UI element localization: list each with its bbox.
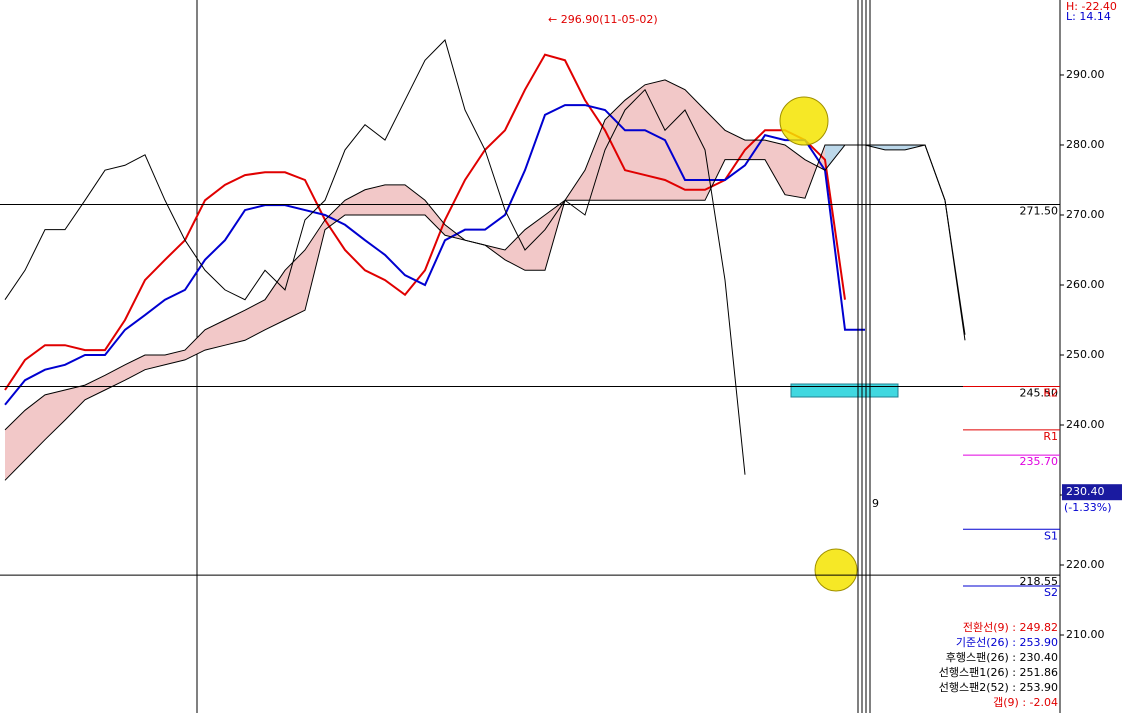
cloud	[405, 184, 425, 215]
legend-entry: 선행스팬1(26) : 251.86	[939, 666, 1058, 679]
cloud	[585, 119, 605, 201]
series-line	[4, 53, 846, 391]
cloud	[785, 144, 805, 199]
level-label: 245.50	[1020, 386, 1059, 399]
low-label: L: 14.14	[1066, 10, 1111, 23]
cloud	[885, 144, 905, 150]
y-tick-label: 220.00	[1066, 558, 1105, 571]
price-label: 230.40	[1066, 485, 1105, 498]
cloud	[25, 394, 45, 461]
cloud	[705, 109, 725, 201]
y-tick-label: 210.00	[1066, 628, 1105, 641]
cloud	[125, 354, 145, 381]
price-change: (-1.33%)	[1064, 501, 1112, 514]
y-tick-label: 280.00	[1066, 138, 1105, 151]
y-tick-label: 240.00	[1066, 418, 1105, 431]
cloud	[65, 385, 85, 421]
cloud	[765, 140, 785, 195]
highlight-box	[790, 383, 899, 398]
cloud	[345, 189, 365, 215]
legend-entry: 전환선(9) : 249.82	[963, 621, 1058, 634]
pivot-label: R2	[1043, 386, 1058, 399]
highlight-circle	[814, 548, 858, 592]
series-line	[4, 39, 746, 475]
pivot-label: S2	[1044, 586, 1058, 599]
cloud	[45, 389, 65, 440]
cloud	[325, 200, 345, 230]
y-tick-label: 260.00	[1066, 278, 1105, 291]
pivot-label: 235.70	[1020, 455, 1059, 468]
cloud	[625, 84, 645, 201]
pivot-label: S1	[1044, 529, 1058, 542]
y-tick-label: 250.00	[1066, 348, 1105, 361]
cloud	[645, 79, 665, 201]
legend-entry: 기준선(26) : 253.90	[956, 636, 1058, 649]
series-line	[4, 144, 966, 481]
legend-entry: 갭(9) : -2.04	[993, 696, 1058, 709]
cloud	[425, 200, 445, 236]
plot	[4, 39, 966, 481]
cloud	[725, 130, 745, 160]
cloud	[685, 89, 705, 201]
y-tick-label: 270.00	[1066, 208, 1105, 221]
cloud	[225, 310, 245, 346]
legend-entry: 선행스팬2(52) : 253.90	[939, 681, 1058, 694]
marker-label: 9	[872, 497, 879, 510]
cloud	[105, 364, 125, 390]
cloud	[5, 410, 25, 481]
annotation: ← 296.90(11-05-02)	[548, 13, 658, 26]
series-line	[4, 104, 865, 406]
pivot-label: R1	[1043, 430, 1058, 443]
legend-entry: 후행스팬(26) : 230.40	[946, 651, 1058, 664]
level-label: 218.55	[1020, 575, 1059, 588]
cloud	[385, 184, 405, 215]
high-label: H: -22.40	[1066, 0, 1117, 13]
level-label: 271.50	[1020, 204, 1059, 217]
cloud	[365, 184, 385, 215]
cloud	[245, 299, 265, 341]
y-tick-label: 290.00	[1066, 68, 1105, 81]
cloud	[165, 350, 185, 365]
cloud	[285, 249, 305, 320]
price-box	[1062, 484, 1122, 501]
cloud	[85, 375, 105, 400]
highlight-circle	[779, 96, 829, 146]
cloud	[525, 214, 545, 271]
